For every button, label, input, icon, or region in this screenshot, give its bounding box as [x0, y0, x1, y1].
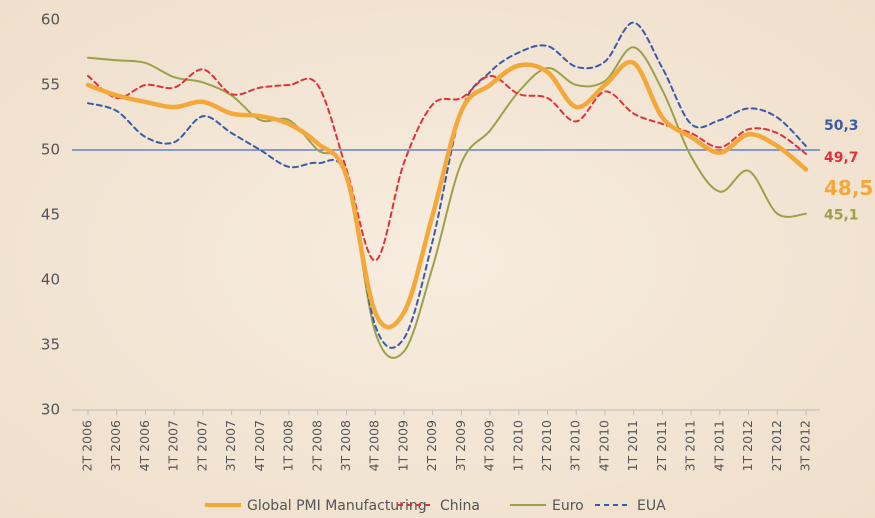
x-tick-label: 4T 2011 — [711, 420, 726, 471]
end-label: 49,7 — [824, 150, 859, 166]
x-tick-label: 2T 2012 — [769, 420, 784, 471]
x-tick-label: 2T 2006 — [80, 420, 95, 471]
series-line — [87, 46, 807, 359]
y-tick-label: 40 — [41, 271, 60, 289]
x-tick-label: 3T 2008 — [338, 420, 353, 471]
x-tick-label: 3T 2009 — [453, 420, 468, 471]
series-line — [87, 68, 807, 262]
x-tick-label: 1T 2007 — [166, 420, 181, 471]
x-tick-label: 2T 2011 — [654, 420, 669, 471]
x-tick-label: 4T 2007 — [252, 420, 267, 471]
series-line — [85, 59, 809, 330]
legend-label: Euro — [552, 498, 584, 514]
legend-label: China — [440, 498, 480, 514]
x-tick-label: 4T 2009 — [482, 420, 497, 471]
x-tick-label: 1T 2012 — [740, 420, 755, 471]
y-tick-label: 55 — [41, 76, 60, 94]
x-tick-label: 3T 2006 — [108, 420, 123, 471]
x-tick-label: 3T 2011 — [683, 420, 698, 471]
x-tick-label: 1T 2009 — [395, 420, 410, 471]
x-tick-label: 3T 2012 — [798, 420, 813, 471]
x-tick-label: 4T 2010 — [596, 420, 611, 471]
x-tick-label: 4T 2006 — [137, 420, 152, 471]
end-label: 48,5 — [824, 176, 873, 200]
x-tick-label: 3T 2007 — [223, 420, 238, 471]
x-tick-label: 2T 2007 — [194, 420, 209, 471]
end-label: 50,3 — [824, 118, 859, 134]
x-tick-label: 1T 2011 — [625, 420, 640, 471]
y-tick-label: 60 — [41, 11, 60, 29]
x-tick-label: 2T 2008 — [309, 420, 324, 471]
y-tick-label: 30 — [41, 401, 60, 419]
y-tick-label: 50 — [41, 141, 60, 159]
x-tick-label: 2T 2009 — [424, 420, 439, 471]
x-tick-label: 3T 2010 — [568, 420, 583, 471]
x-tick-label: 1T 2008 — [281, 420, 296, 471]
end-label: 45,1 — [824, 208, 859, 224]
x-tick-label: 1T 2010 — [510, 420, 525, 471]
y-tick-label: 45 — [41, 206, 60, 224]
y-tick-label: 35 — [41, 336, 60, 354]
x-tick-label: 2T 2010 — [539, 420, 554, 471]
legend-label: EUA — [637, 498, 666, 514]
x-tick-label: 4T 2008 — [367, 420, 382, 471]
legend-label: Global PMI Manufacturing — [247, 498, 427, 514]
series-line — [87, 21, 807, 349]
